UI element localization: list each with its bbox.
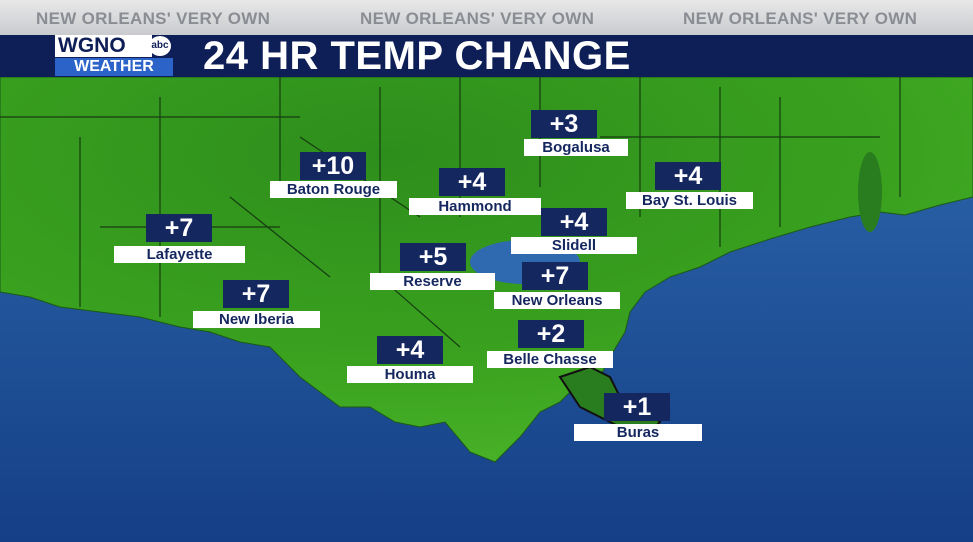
city-name: Hammond — [409, 198, 541, 215]
temp-change: +7 — [146, 214, 212, 242]
temp-change: +10 — [300, 152, 366, 180]
temp-change: +7 — [522, 262, 588, 290]
logo-label: WEATHER — [55, 58, 173, 76]
temp-change: +4 — [439, 168, 505, 196]
city-name: Buras — [574, 424, 702, 441]
logo-network: abc — [149, 36, 171, 56]
tagline-strip: NEW ORLEANS' VERY OWN NEW ORLEANS' VERY … — [0, 0, 973, 35]
logo: WGNO abc WEATHER — [51, 35, 173, 77]
city-name: Bogalusa — [524, 139, 628, 156]
map — [0, 77, 973, 542]
city-name: Bay St. Louis — [626, 192, 753, 209]
city-name: Belle Chasse — [487, 351, 613, 368]
temp-change: +7 — [223, 280, 289, 308]
title: 24 HR TEMP CHANGE — [203, 34, 631, 78]
temp-change: +4 — [655, 162, 721, 190]
temp-change: +4 — [377, 336, 443, 364]
temp-change: +1 — [604, 393, 670, 421]
city-name: Houma — [347, 366, 473, 383]
city-name: New Iberia — [193, 311, 320, 328]
city-name: Reserve — [370, 273, 495, 290]
tagline: NEW ORLEANS' VERY OWN — [36, 9, 271, 28]
temp-change: +5 — [400, 243, 466, 271]
city-name: New Orleans — [494, 292, 620, 309]
temp-change: +3 — [531, 110, 597, 138]
logo-station: WGNO — [55, 35, 152, 57]
tagline: NEW ORLEANS' VERY OWN — [360, 9, 595, 28]
city-name: Baton Rouge — [270, 181, 397, 198]
temp-change: +2 — [518, 320, 584, 348]
temp-change: +4 — [541, 208, 607, 236]
coastline — [858, 152, 882, 232]
tagline: NEW ORLEANS' VERY OWN — [683, 9, 918, 28]
city-name: Lafayette — [114, 246, 245, 263]
city-name: Slidell — [511, 237, 637, 254]
